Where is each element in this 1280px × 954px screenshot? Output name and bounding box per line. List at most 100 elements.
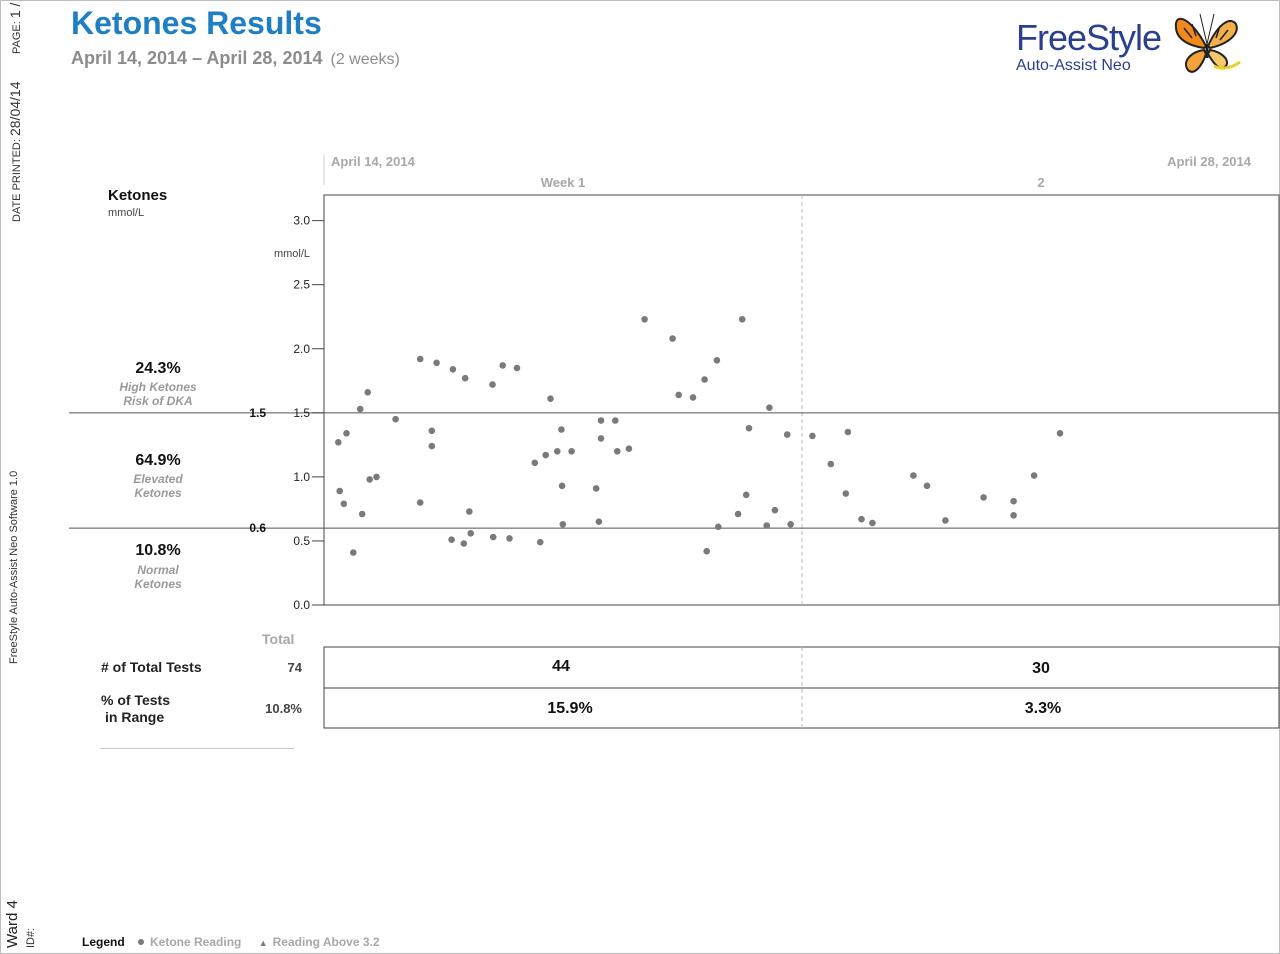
threshold-label-high: 1.5	[249, 406, 266, 420]
ketone-reading-point	[416, 355, 424, 363]
ketone-reading-point	[689, 394, 697, 401]
total-pct-in-range-value: 10.8%	[265, 701, 302, 716]
pct-in-range-label: % of Tests in Range	[101, 692, 170, 726]
ketone-reading-point	[763, 522, 770, 529]
week-2-label: 2	[1037, 175, 1044, 190]
y-unit-label: mmol/L	[274, 248, 310, 260]
reading-dot-icon	[138, 939, 145, 945]
ketone-reading-point	[1056, 430, 1064, 437]
ketone-reading-point	[625, 445, 633, 453]
panel-title: Ketones	[108, 187, 168, 204]
ketone-reading-point	[1030, 472, 1038, 479]
ketone-reading-point	[713, 357, 721, 364]
zone-high-label: High Ketones Risk of DKA	[73, 380, 243, 408]
total-tests-label: # of Total Tests	[101, 659, 202, 675]
ketone-reading-point	[745, 424, 753, 432]
ketone-reading-point	[467, 530, 475, 537]
ketone-reading-point	[448, 536, 455, 543]
ketone-reading-point	[612, 417, 619, 424]
legend-title: Legend	[82, 935, 125, 949]
ketone-reading-point	[923, 482, 931, 490]
zone-high-line1: High Ketones	[119, 380, 197, 394]
ketone-reading-point	[335, 439, 342, 446]
ketone-reading-point	[738, 316, 746, 323]
week-1-label: Week 1	[541, 175, 586, 190]
ketone-reading-point	[771, 506, 779, 514]
summary-underline	[100, 748, 294, 749]
zone-high-line2: Risk of DKA	[123, 394, 193, 408]
legend: Legend Ketone Reading ▲ Reading Above 3.2	[82, 935, 380, 949]
ketone-reading-point	[869, 519, 876, 527]
ketone-reading-point	[715, 523, 722, 531]
ketone-reading-point	[343, 430, 350, 437]
ketone-reading-point	[559, 521, 567, 528]
ketone-reading-point	[858, 515, 865, 523]
ketone-reading-point	[787, 521, 794, 528]
ketone-reading-point	[428, 442, 436, 450]
ketone-reading-point	[641, 316, 648, 323]
week-1-pct-in-range: 15.9%	[547, 700, 593, 717]
ketone-reading-point	[513, 364, 521, 372]
date-range-duration: (2 weeks)	[330, 51, 400, 68]
ketone-reading-point	[547, 395, 554, 403]
zone-elevated-label: Elevated Ketones	[73, 472, 243, 500]
pct-in-range-line1: % of Tests	[101, 692, 170, 708]
ketone-reading-point	[499, 362, 507, 369]
ketone-reading-point	[531, 459, 539, 467]
ketone-reading-point	[675, 391, 682, 399]
ketone-reading-point	[373, 473, 380, 481]
ketone-reading-point	[336, 487, 344, 495]
ketone-reading-point	[597, 435, 605, 442]
ketone-reading-point	[595, 518, 603, 525]
y-tick-label: 1.5	[293, 406, 310, 420]
date-range-text: April 14, 2014 – April 28, 2014	[71, 48, 323, 68]
ketone-reading-point	[466, 508, 473, 515]
ketone-reading-point	[449, 366, 457, 373]
zone-elevated-percent: 64.9%	[135, 452, 181, 469]
ketone-reading-point	[489, 381, 496, 388]
zone-elevated-line2: Ketones	[134, 486, 182, 500]
total-column-header: Total	[262, 631, 295, 647]
ketone-reading-point	[554, 448, 561, 455]
brand-logo: FreeStyle Auto-Assist Neo	[1016, 20, 1166, 75]
ketone-reading-point	[558, 482, 566, 490]
ketone-reading-point	[536, 538, 544, 546]
y-tick-label: 3.0	[293, 214, 310, 228]
y-tick-label: 0.0	[293, 598, 310, 612]
y-tick-label: 2.5	[293, 278, 310, 292]
ketone-reading-point	[416, 499, 424, 506]
ketone-reading-point	[1010, 512, 1017, 519]
ketone-reading-point	[942, 517, 949, 524]
ketone-reading-point	[614, 448, 621, 455]
threshold-label-normal: 0.6	[249, 521, 266, 535]
end-date-label: April 28, 2014	[1167, 154, 1252, 169]
date-range: April 14, 2014 – April 28, 2014 (2 weeks)	[71, 48, 400, 69]
legend-above: Reading Above 3.2	[272, 935, 380, 949]
butterfly-icon	[1174, 13, 1241, 73]
ketone-reading-point	[701, 376, 708, 383]
ketone-reading-point	[392, 415, 399, 423]
zone-normal-percent: 10.8%	[135, 542, 181, 559]
y-axis: 0.0 0.5 1.0 1.5 2.0 2.5 3.0	[293, 214, 324, 612]
zone-elevated-line1: Elevated	[133, 472, 183, 486]
zone-normal-line1: Normal	[137, 563, 179, 577]
ketone-reading-point	[542, 451, 549, 459]
ketone-reading-point	[734, 510, 742, 518]
ketone-reading-point	[356, 405, 364, 413]
y-tick-label: 2.0	[293, 342, 310, 356]
total-tests-value: 74	[287, 660, 302, 675]
ketone-reading-point	[910, 472, 917, 479]
zone-high-percent: 24.3%	[135, 360, 181, 377]
week-2-tests: 30	[1032, 660, 1050, 677]
ketone-reading-point	[364, 389, 372, 396]
ketone-reading-point	[461, 374, 469, 382]
ketone-reading-point	[433, 359, 440, 367]
ketone-reading-point	[844, 428, 852, 436]
zone-normal-line2: Ketones	[134, 577, 182, 591]
zone-normal-label: Normal Ketones	[73, 563, 243, 591]
ketone-reading-point	[827, 460, 835, 468]
ketone-reading-point	[350, 549, 357, 556]
ketone-readings	[335, 316, 1064, 556]
ketone-reading-point	[703, 547, 710, 555]
legend-reading: Ketone Reading	[150, 935, 242, 949]
